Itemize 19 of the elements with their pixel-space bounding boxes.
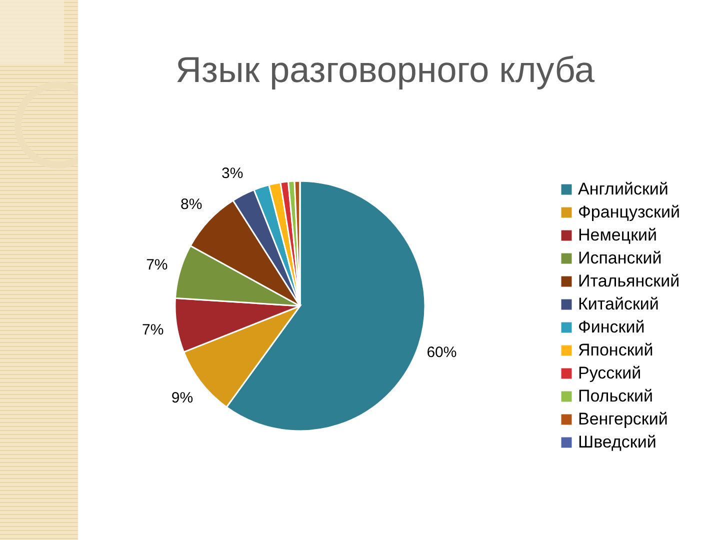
legend-label: Шведский	[578, 432, 656, 452]
data-label: 9%	[171, 389, 194, 406]
data-label: 7%	[142, 321, 164, 338]
legend-label: Итальянский	[578, 272, 680, 290]
legend-label: Русский	[578, 364, 642, 382]
legend-label: Немецкий	[578, 226, 658, 244]
legend-label: Французский	[578, 202, 680, 222]
legend-label: Польский	[578, 386, 654, 406]
legend-label: Китайский	[578, 294, 659, 314]
data-label: 60%	[426, 344, 457, 362]
legend-label: Испанский	[578, 248, 662, 268]
chart-title: Язык разговорного клуба	[175, 49, 596, 90]
data-label: 8%	[180, 196, 202, 213]
legend-label: Финский	[578, 318, 645, 336]
legend-label: Японский	[578, 340, 654, 360]
data-label: 7%	[146, 256, 168, 274]
data-label: 3%	[222, 165, 244, 182]
legend-label: Венгерский	[578, 410, 668, 428]
legend-label: Английский	[578, 180, 668, 198]
